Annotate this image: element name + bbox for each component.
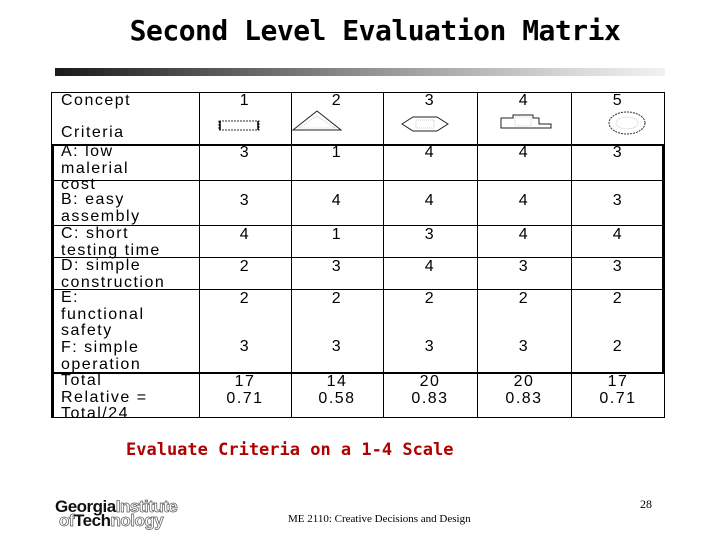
grid-line <box>477 92 478 418</box>
grid-line <box>51 144 665 146</box>
total-label: Total Relative = Total/24 <box>61 372 148 422</box>
stepped-shape-icon <box>500 114 552 129</box>
criterion-label: E: functional safety <box>61 289 145 339</box>
score-cell: 2 <box>612 338 624 355</box>
score-cell: 3 <box>518 258 530 275</box>
score-cell: 3 <box>239 338 251 355</box>
concept-number: 2 <box>331 92 343 109</box>
score-cell: 3 <box>612 258 624 275</box>
grid-line <box>51 92 665 93</box>
criterion-label: A: low malerial cost <box>61 143 130 193</box>
score-cell: 1 <box>331 226 343 243</box>
grid-line <box>51 180 665 181</box>
score-cell: 3 <box>612 144 624 161</box>
concept-number: 5 <box>612 92 624 109</box>
grid-line <box>51 257 665 258</box>
grid-line <box>291 92 292 418</box>
hexagon-shape-icon <box>401 116 449 132</box>
score-cell: 4 <box>424 144 436 161</box>
score-cell: 2 <box>424 290 436 307</box>
score-cell: 3 <box>424 338 436 355</box>
criterion-label: B: easy assembly <box>61 191 141 225</box>
score-cell: 3 <box>518 338 530 355</box>
grid-line <box>662 144 665 374</box>
rectangle-shape-icon <box>218 120 260 131</box>
grid-line <box>199 92 200 418</box>
grid-line <box>51 417 665 418</box>
grid-line <box>383 92 384 418</box>
grid-line <box>51 289 665 290</box>
score-cell: 3 <box>239 144 251 161</box>
total-cell: 20 0.83 <box>411 373 449 407</box>
total-cell: 14 0.58 <box>318 373 356 407</box>
total-cell: 17 0.71 <box>599 373 637 407</box>
score-cell: 2 <box>239 258 251 275</box>
score-cell: 3 <box>239 192 251 209</box>
score-cell: 2 <box>612 290 624 307</box>
score-cell: 2 <box>239 290 251 307</box>
score-cell: 2 <box>518 290 530 307</box>
score-cell: 4 <box>612 226 624 243</box>
score-cell: 2 <box>331 290 343 307</box>
score-cell: 4 <box>424 192 436 209</box>
score-cell: 4 <box>239 226 251 243</box>
georgia-tech-logo: GeorgiaInstitute ofTechnology <box>55 497 178 531</box>
grid-line <box>51 225 665 226</box>
grid-line <box>51 144 54 418</box>
score-cell: 3 <box>331 258 343 275</box>
score-cell: 4 <box>424 258 436 275</box>
total-cell: 20 0.83 <box>505 373 543 407</box>
footer-course: ME 2110: Creative Decisions and Design <box>288 513 471 525</box>
grid-line <box>51 372 665 374</box>
page-number: 28 <box>640 497 652 511</box>
triangle-shape-icon <box>291 110 343 131</box>
evaluation-matrix: Concept Criteria 1 2 3 4 5 A: low maleria… <box>51 92 665 422</box>
score-cell: 3 <box>424 226 436 243</box>
criterion-label: D: simple construction <box>61 257 166 291</box>
score-cell: 1 <box>331 144 343 161</box>
score-cell: 4 <box>518 144 530 161</box>
circle-shape-icon <box>608 111 646 135</box>
criteria-header: Criteria <box>61 124 125 141</box>
criterion-label: C: short testing time <box>61 225 161 259</box>
grid-line <box>571 92 572 418</box>
total-cell: 17 0.71 <box>226 373 264 407</box>
concept-number: 3 <box>424 92 436 109</box>
score-cell: 4 <box>518 192 530 209</box>
score-cell: 4 <box>331 192 343 209</box>
scale-note: Evaluate Criteria on a 1-4 Scale <box>126 440 454 460</box>
score-cell: 4 <box>518 226 530 243</box>
concept-header: Concept <box>61 92 132 109</box>
criterion-label: F: simple operation <box>61 339 142 373</box>
score-cell: 3 <box>612 192 624 209</box>
concept-number: 1 <box>239 92 251 109</box>
score-cell: 3 <box>331 338 343 355</box>
concept-number: 4 <box>518 92 530 109</box>
title-gradient-bar <box>55 68 665 76</box>
slide-title: Second Level Evaluation Matrix <box>129 14 621 47</box>
